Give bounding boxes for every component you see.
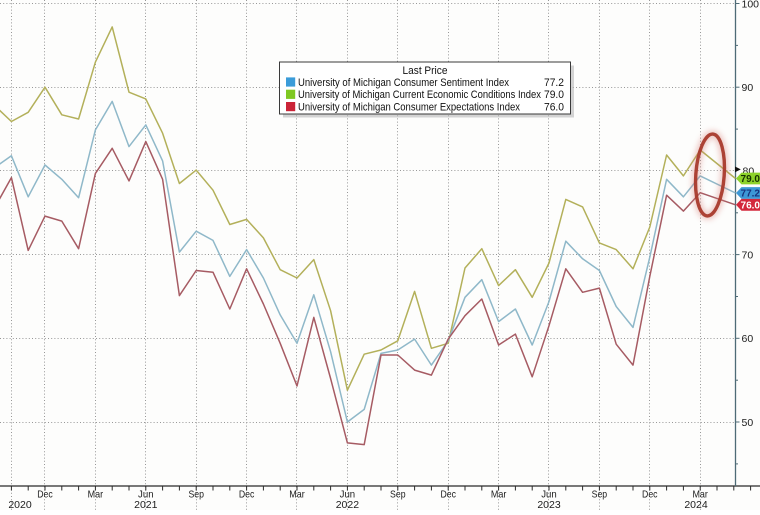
svg-text:University of Michigan Consume: University of Michigan Consumer Sentimen…: [298, 77, 510, 89]
svg-text:60: 60: [742, 333, 754, 345]
svg-text:Dec: Dec: [239, 489, 255, 501]
svg-text:Sep: Sep: [188, 489, 204, 501]
svg-text:2023: 2023: [537, 499, 561, 510]
svg-text:Mar: Mar: [88, 489, 104, 501]
svg-text:Sep: Sep: [390, 489, 406, 501]
svg-text:Sep: Sep: [592, 489, 608, 501]
svg-text:University of Michigan Consume: University of Michigan Consumer Expectat…: [298, 101, 521, 113]
svg-text:2020: 2020: [8, 499, 32, 510]
svg-text:Dec: Dec: [37, 489, 53, 501]
svg-text:2022: 2022: [336, 499, 360, 510]
svg-text:2021: 2021: [134, 499, 158, 510]
svg-text:70: 70: [742, 249, 754, 261]
svg-text:90: 90: [742, 82, 754, 94]
svg-text:76.0: 76.0: [544, 101, 564, 113]
svg-text:79.0: 79.0: [741, 173, 760, 185]
svg-text:50: 50: [742, 417, 754, 429]
svg-text:79.0: 79.0: [544, 89, 564, 101]
svg-text:2024: 2024: [684, 499, 708, 510]
svg-text:Last Price: Last Price: [403, 65, 448, 77]
svg-text:77.2: 77.2: [741, 188, 760, 200]
svg-text:76.0: 76.0: [741, 199, 760, 211]
svg-text:Dec: Dec: [642, 489, 658, 501]
svg-text:100: 100: [742, 0, 760, 10]
svg-text:Dec: Dec: [440, 489, 456, 501]
svg-text:Mar: Mar: [289, 489, 305, 501]
svg-text:77.2: 77.2: [544, 77, 564, 89]
svg-text:University of Michigan Current: University of Michigan Current Economic …: [298, 89, 542, 101]
svg-text:Mar: Mar: [491, 489, 507, 501]
